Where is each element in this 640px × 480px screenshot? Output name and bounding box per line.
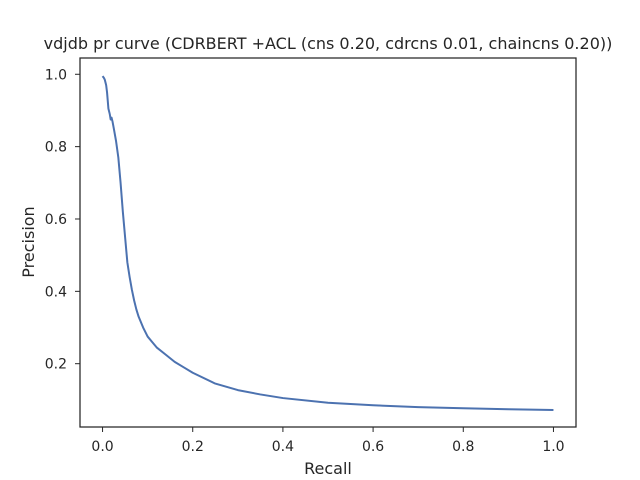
- chart-title: vdjdb pr curve (CDRBERT +ACL (cns 0.20, …: [44, 34, 613, 53]
- x-axis-ticks: 0.0 0.2 0.4 0.6 0.8 1.0: [91, 427, 565, 455]
- y-tick-label: 1.0: [45, 67, 67, 83]
- x-tick-label: 0.2: [182, 439, 204, 455]
- y-axis-label: Precision: [19, 206, 38, 277]
- x-tick-label: 1.0: [542, 439, 564, 455]
- y-tick-label: 0.8: [45, 140, 67, 156]
- x-tick-label: 0.4: [272, 439, 294, 455]
- x-tick-label: 0.6: [362, 439, 384, 455]
- plot-area-frame: [79, 57, 577, 428]
- x-tick-label: 0.8: [452, 439, 474, 455]
- x-tick-label: 0.0: [91, 439, 113, 455]
- x-axis-label: Recall: [304, 459, 352, 478]
- y-tick-label: 0.6: [45, 212, 67, 228]
- y-tick-label: 0.2: [45, 357, 67, 373]
- y-tick-label: 0.4: [45, 284, 67, 300]
- y-axis-ticks: 0.2 0.4 0.6 0.8 1.0: [45, 67, 80, 373]
- series-line-precision-recall: [101, 75, 554, 411]
